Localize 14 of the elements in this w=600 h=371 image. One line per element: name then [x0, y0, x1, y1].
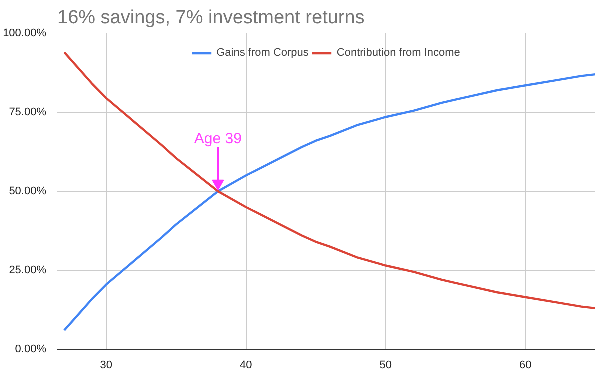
legend-label: Gains from Corpus: [216, 47, 309, 59]
x-tick-label: 30: [100, 360, 113, 371]
y-tick-label: 75.00%: [9, 106, 47, 118]
annotation: Age 39: [194, 130, 242, 148]
y-tick-label: 25.00%: [9, 264, 47, 276]
x-tick-label: 40: [240, 360, 252, 371]
x-tick-label: 60: [520, 360, 532, 371]
chart-title: 16% savings, 7% investment returns: [58, 8, 365, 28]
y-tick-label: 50.00%: [9, 186, 47, 198]
y-tick-label: 100.00%: [3, 28, 47, 40]
x-tick-label: 50: [380, 360, 392, 371]
legend-label: Contribution from Income: [336, 47, 460, 59]
line-series: [63, 73, 596, 332]
y-tick-label: 0.00%: [15, 344, 47, 356]
